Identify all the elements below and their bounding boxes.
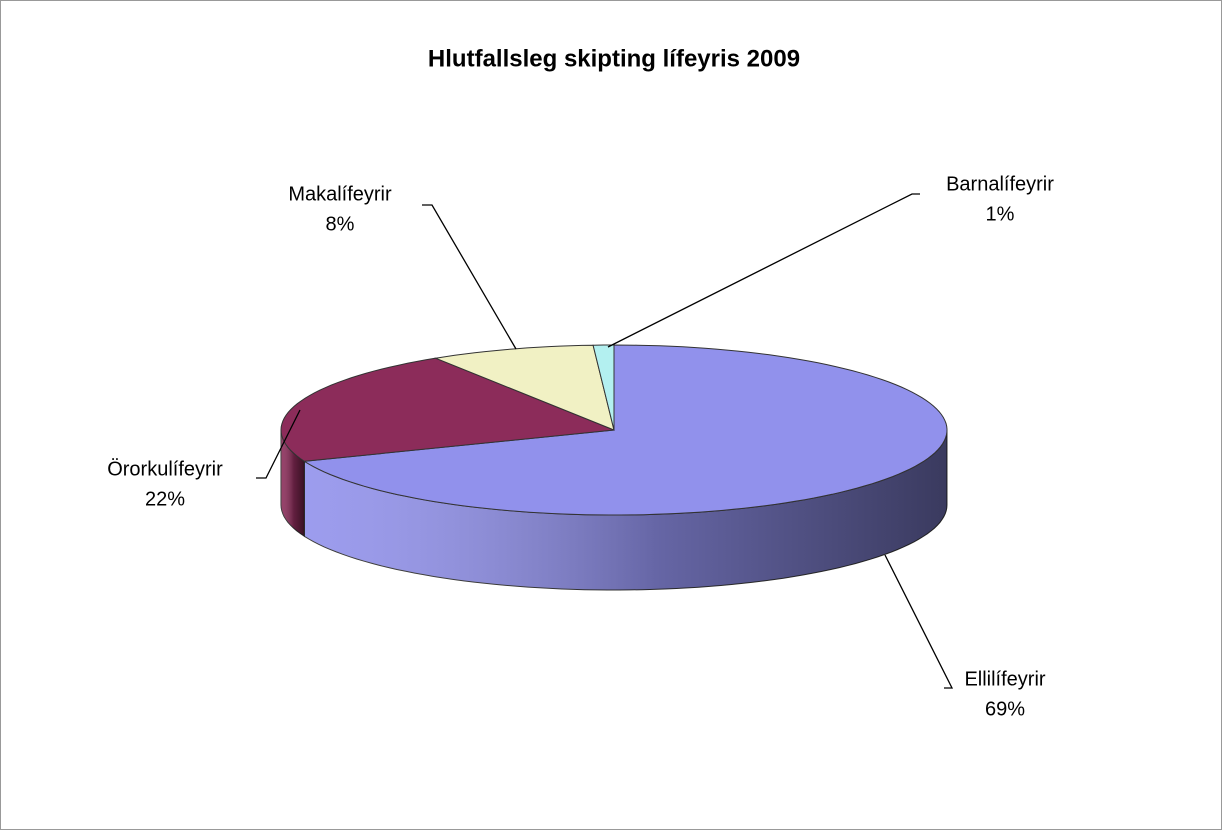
- slice: [280, 357, 615, 462]
- leader-line: [422, 204, 517, 350]
- data-label-name: Ellilífeyrir: [964, 668, 1045, 690]
- slice: [302, 344, 948, 516]
- data-label-name: Örorkulífeyrir: [107, 458, 223, 480]
- data-label-value: 69%: [985, 698, 1025, 720]
- data-label-value: 22%: [145, 488, 185, 510]
- leader-line: [256, 409, 301, 479]
- chart-title: Hlutfallsleg skipting lífeyris 2009: [428, 45, 800, 72]
- slice-side-shade: [304, 430, 947, 590]
- slice-side-shade: [281, 430, 305, 537]
- leader-line: [607, 193, 920, 348]
- data-label-value: 1%: [986, 203, 1015, 225]
- slice: [433, 344, 615, 431]
- leader-line: [884, 554, 954, 689]
- data-label-name: Barnalífeyrir: [946, 173, 1054, 195]
- data-label-value: 8%: [326, 213, 355, 235]
- data-label-name: Makalífeyrir: [288, 183, 392, 205]
- slice: [592, 344, 615, 431]
